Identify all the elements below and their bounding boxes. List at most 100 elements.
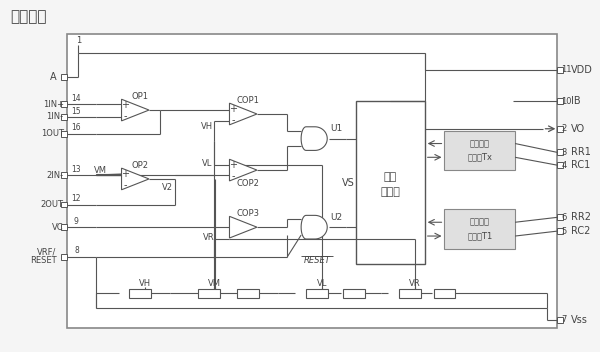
Text: 1OUT: 1OUT [41, 129, 64, 138]
Text: RR1: RR1 [571, 147, 591, 157]
Bar [557, 67, 563, 73]
Text: 2OUT: 2OUT [41, 200, 64, 209]
Text: 内部框图: 内部框图 [11, 9, 47, 24]
Bar [557, 126, 563, 132]
Text: -: - [232, 115, 235, 125]
Text: 定时器Tx: 定时器Tx [467, 153, 492, 162]
Text: VM: VM [94, 165, 107, 175]
Text: VH: VH [201, 122, 213, 131]
Text: VH: VH [139, 279, 151, 288]
Text: +: + [229, 160, 238, 170]
Text: VRF/: VRF/ [37, 247, 57, 256]
Text: VS: VS [342, 178, 355, 188]
Text: -: - [124, 111, 127, 121]
Text: 定时器T1: 定时器T1 [467, 232, 493, 240]
Text: -: - [232, 171, 235, 181]
Text: COP3: COP3 [236, 209, 260, 218]
Bar [61, 172, 67, 178]
Text: 13: 13 [71, 165, 81, 174]
Text: -: - [124, 180, 127, 190]
Bar [557, 162, 563, 168]
Text: 15: 15 [71, 107, 81, 115]
Text: VL: VL [317, 279, 327, 288]
Text: 3: 3 [561, 148, 566, 157]
Text: 16: 16 [71, 123, 81, 132]
Text: +: + [121, 100, 130, 110]
Bar [67, 34, 557, 328]
Bar [130, 289, 151, 298]
Polygon shape [122, 168, 149, 190]
Text: 7: 7 [561, 315, 566, 324]
Bar [434, 289, 455, 298]
Bar [343, 289, 365, 298]
Text: 8: 8 [74, 246, 79, 255]
Polygon shape [301, 127, 327, 150]
Bar [61, 114, 67, 120]
Bar [238, 289, 259, 298]
Text: COP2: COP2 [236, 180, 260, 188]
Text: +: + [229, 104, 238, 114]
Text: RC1: RC1 [571, 160, 590, 170]
Text: 2: 2 [561, 124, 566, 133]
Text: 4: 4 [561, 161, 566, 170]
Text: RR2: RR2 [571, 212, 591, 222]
Polygon shape [301, 215, 327, 239]
Text: 12: 12 [71, 194, 81, 203]
Text: VR: VR [203, 233, 215, 241]
Bar [61, 224, 67, 230]
Text: 6: 6 [561, 213, 566, 222]
Text: COP1: COP1 [236, 96, 260, 105]
Text: 1IN+: 1IN+ [43, 100, 64, 109]
Text: RESET: RESET [30, 256, 57, 265]
Text: 控制器: 控制器 [380, 187, 400, 197]
Polygon shape [122, 99, 149, 121]
Text: Vss: Vss [571, 315, 588, 325]
Bar [557, 98, 563, 104]
Text: 11: 11 [561, 65, 572, 74]
Text: RESET: RESET [304, 256, 330, 265]
Text: 1IN-: 1IN- [47, 112, 64, 121]
Bar [356, 101, 425, 264]
Bar [557, 228, 563, 234]
Text: A: A [50, 71, 57, 82]
Text: V2: V2 [162, 183, 173, 192]
Bar [306, 289, 328, 298]
Text: 封锁时间: 封锁时间 [470, 218, 490, 227]
Bar [61, 74, 67, 80]
Text: U1: U1 [331, 124, 343, 133]
Text: IB: IB [571, 96, 581, 106]
Text: 14: 14 [71, 94, 81, 103]
Text: 10: 10 [561, 97, 572, 106]
Text: 延迟时间: 延迟时间 [470, 139, 490, 148]
Bar [557, 214, 563, 220]
Text: VL: VL [202, 159, 212, 168]
Text: 2IN-: 2IN- [47, 170, 64, 180]
Text: VM: VM [208, 279, 221, 288]
Bar [445, 131, 515, 170]
Bar [198, 289, 220, 298]
Text: U2: U2 [331, 213, 343, 222]
Bar [61, 131, 67, 137]
Text: 9: 9 [74, 217, 79, 226]
Text: VO: VO [571, 124, 585, 134]
Bar [61, 101, 67, 107]
Polygon shape [229, 159, 257, 181]
Bar [61, 202, 67, 207]
Text: 1: 1 [76, 36, 81, 45]
Text: OP2: OP2 [131, 161, 149, 170]
Text: +: + [121, 169, 130, 179]
Bar [61, 254, 67, 260]
Text: RC2: RC2 [571, 226, 590, 236]
Text: VC: VC [52, 223, 64, 232]
Bar [445, 209, 515, 249]
Bar [557, 150, 563, 155]
Text: VR: VR [409, 279, 421, 288]
Text: VDD: VDD [571, 65, 593, 75]
Polygon shape [229, 103, 257, 125]
Polygon shape [229, 216, 257, 238]
Text: 5: 5 [561, 227, 566, 235]
Text: OP1: OP1 [131, 92, 149, 101]
Bar [557, 317, 563, 323]
Text: 状态: 状态 [384, 172, 397, 182]
Bar [399, 289, 421, 298]
